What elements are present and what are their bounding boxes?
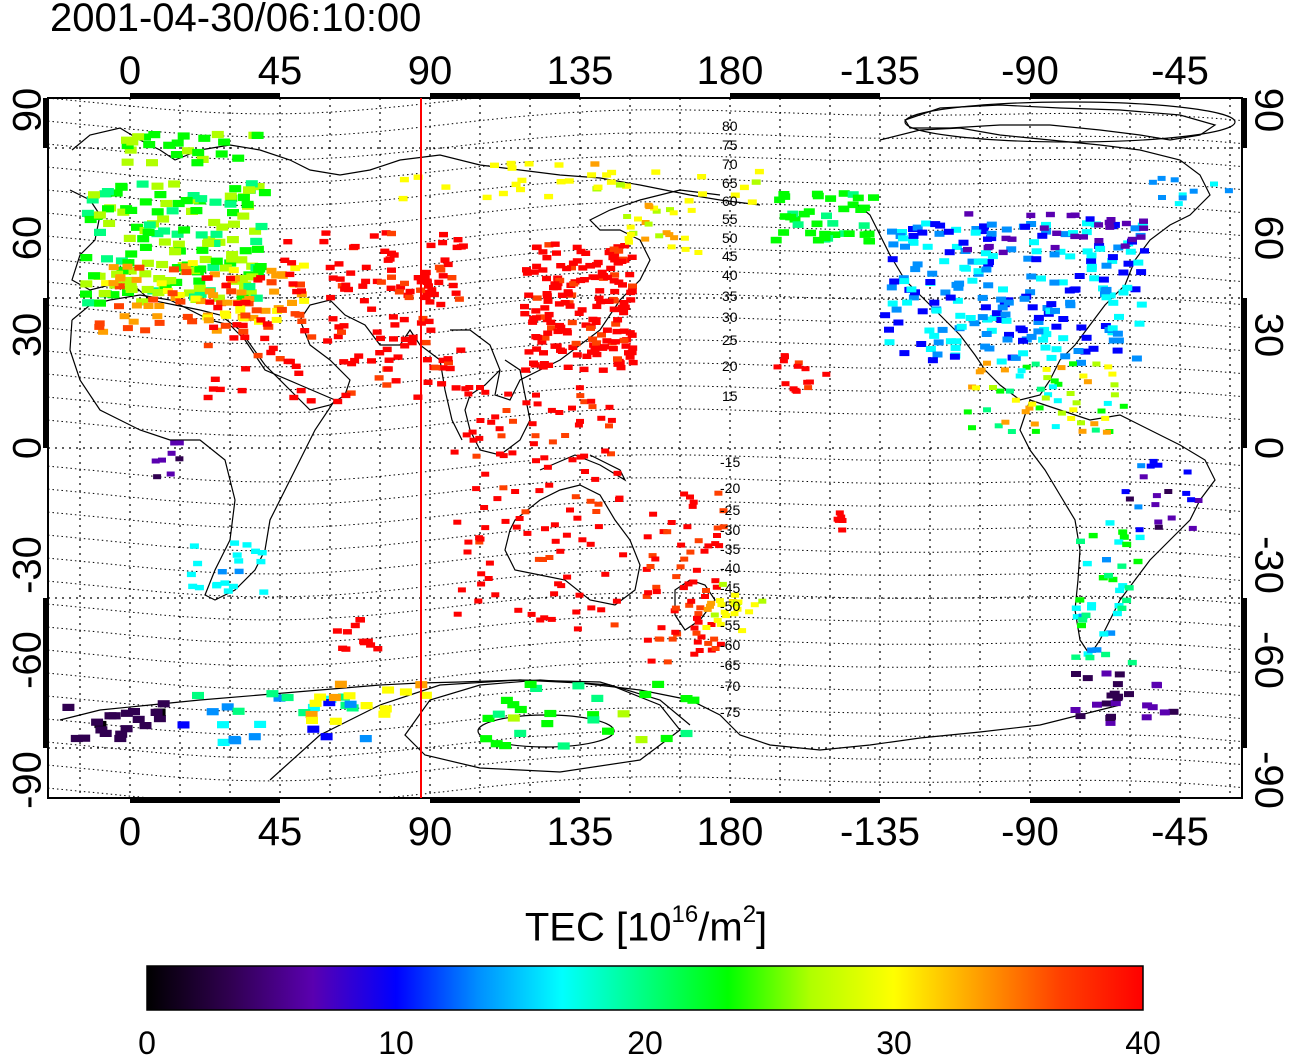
lat-label-right: -90: [1246, 751, 1290, 809]
colorbar-tick-label: 40: [1125, 1025, 1161, 1057]
colorbar-tick-labels: 0 10 20 30 40: [138, 1025, 1161, 1057]
mag-lat-label: -75: [720, 704, 740, 720]
timestamp: 2001-04-30/06:10:00: [50, 0, 422, 40]
lon-label-bottom: -135: [840, 810, 920, 854]
grid-lines: [48, 98, 1242, 798]
lon-label-top: 180: [697, 49, 764, 93]
lon-label-bottom: -45: [1151, 810, 1209, 854]
lat-label-right: 90: [1246, 88, 1290, 133]
mag-lat-label: 80: [722, 118, 738, 134]
lon-label-top: -90: [1001, 49, 1059, 93]
colorbar-tick-label: 10: [378, 1025, 414, 1057]
mag-lat-label: -35: [720, 541, 740, 557]
mag-lat-label: -70: [720, 678, 740, 694]
mag-lat-label: 60: [722, 193, 738, 209]
lat-label-right: 30: [1246, 313, 1290, 358]
lon-label-bottom: 135: [547, 810, 614, 854]
lon-label-top: 45: [258, 49, 303, 93]
magnetic-latitude-labels: 80 75 70 65 60 55 50 45 40 35 30 25 20 15 -15 -20 -25 -30…: [720, 118, 740, 720]
mag-lat-label: 55: [722, 211, 738, 227]
mag-lat-label: -55: [720, 617, 740, 633]
lat-label-left: 0: [6, 437, 50, 459]
mag-lat-label: -25: [720, 502, 740, 518]
colorbar-tick-label: 30: [876, 1025, 912, 1057]
lat-label-left: -90: [6, 751, 50, 809]
lon-label-bottom: 180: [697, 810, 764, 854]
latitude-labels-right: 90 60 30 0 -30 -60 -90: [1246, 88, 1290, 809]
mag-lat-label: -40: [720, 560, 740, 576]
mag-lat-label: 30: [722, 309, 738, 325]
lon-label-bottom: 90: [408, 810, 453, 854]
mag-lat-label: -30: [720, 522, 740, 538]
lon-label-bottom: 0: [119, 810, 141, 854]
lon-label-top: -45: [1151, 49, 1209, 93]
lat-label-left: 30: [6, 313, 50, 358]
mag-lat-label: 25: [722, 332, 738, 348]
mag-lat-label: 70: [722, 156, 738, 172]
lon-label-top: 135: [547, 49, 614, 93]
mag-lat-label: -60: [720, 637, 740, 653]
mag-lat-label: -15: [720, 454, 740, 470]
longitude-labels-top: 0 45 90 135 180 -135 -90 -45: [119, 49, 1209, 93]
mag-lat-label: 20: [722, 358, 738, 374]
longitude-labels-bottom: 0 45 90 135 180 -135 -90 -45: [119, 810, 1209, 854]
colorbar-tick-label: 20: [627, 1025, 663, 1057]
mag-lat-label: -65: [720, 657, 740, 673]
lat-label-right: 60: [1246, 216, 1290, 261]
mag-lat-label: 15: [722, 388, 738, 404]
mag-lat-label: 65: [722, 175, 738, 191]
lat-label-left: 90: [6, 88, 50, 133]
tec-data-points: [62, 130, 1233, 750]
mag-lat-label: 45: [722, 248, 738, 264]
mag-lat-label: -20: [720, 480, 740, 496]
colorbar-title: TEC [1016/m2]: [524, 901, 768, 950]
lat-label-left: -30: [6, 536, 50, 594]
lat-label-right: -30: [1246, 536, 1290, 594]
lat-label-right: 0: [1246, 437, 1290, 459]
lon-label-top: -135: [840, 49, 920, 93]
mag-lat-label: 50: [722, 230, 738, 246]
colorbar-tick-label: 0: [138, 1025, 156, 1057]
lon-label-bottom: 45: [258, 810, 303, 854]
mag-lat-label: -50: [720, 598, 740, 614]
lon-label-top: 90: [408, 49, 453, 93]
mag-lat-label: 35: [722, 288, 738, 304]
mag-lat-label: 75: [722, 137, 738, 153]
latitude-labels-left: 90 60 30 0 -30 -60 -90: [6, 88, 50, 809]
axis-ticks: [43, 93, 1247, 803]
lon-label-bottom: -90: [1001, 810, 1059, 854]
lat-label-right: -60: [1246, 631, 1290, 689]
lat-label-left: 60: [6, 216, 50, 261]
mag-lat-label: -45: [720, 580, 740, 596]
lon-label-top: 0: [119, 49, 141, 93]
colorbar: [146, 965, 1144, 1011]
mag-lat-label: 40: [722, 267, 738, 283]
lat-label-left: -60: [6, 631, 50, 689]
